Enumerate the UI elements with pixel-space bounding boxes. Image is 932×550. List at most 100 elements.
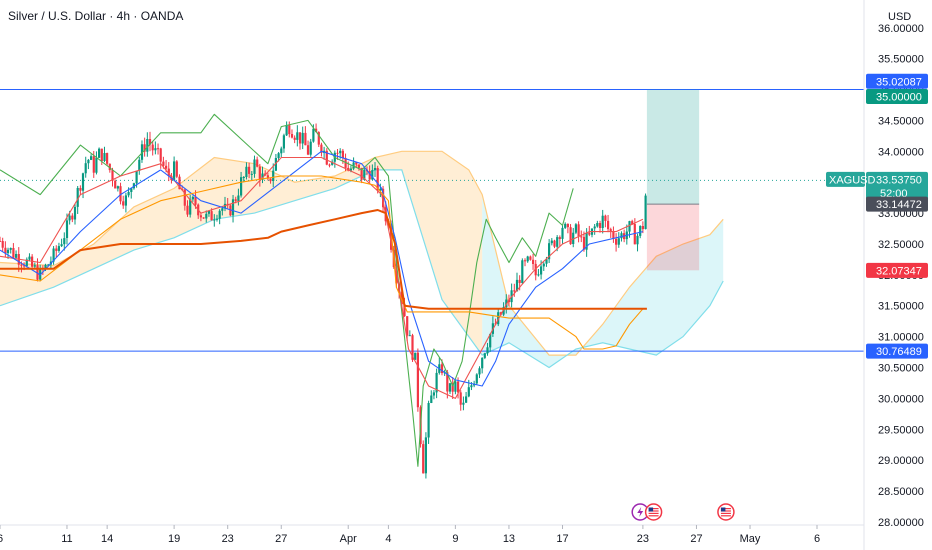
- candle-body: [111, 170, 114, 181]
- candle-body: [545, 259, 548, 264]
- candle-body: [416, 352, 419, 408]
- candle-body: [92, 156, 95, 173]
- candle-body: [336, 152, 339, 154]
- candle-body: [199, 215, 202, 218]
- candle-body: [207, 211, 210, 214]
- candle-body: [312, 128, 315, 142]
- candle-body: [569, 227, 572, 245]
- candle-body: [6, 249, 10, 254]
- price-tag: [866, 89, 928, 105]
- candle-body: [470, 385, 473, 388]
- candle-body: [143, 144, 146, 152]
- candle-body: [497, 312, 500, 325]
- candle-body: [81, 173, 85, 191]
- candle-body: [39, 268, 42, 280]
- candle-body: [400, 291, 403, 305]
- candle-body: [601, 215, 604, 228]
- candle-body: [636, 235, 639, 245]
- candle-body: [612, 231, 615, 239]
- us-flag-icon[interactable]: [717, 503, 735, 521]
- candle-body: [352, 162, 355, 169]
- x-tick-label: 19: [168, 533, 180, 545]
- candle-body: [422, 444, 425, 474]
- candle-body: [65, 220, 69, 238]
- candle-body: [542, 263, 545, 267]
- candle-body: [526, 256, 529, 262]
- candle-body: [250, 173, 253, 175]
- candle-body: [548, 243, 551, 260]
- indicator-line-5: [0, 209, 647, 310]
- candle-body: [317, 132, 320, 145]
- candle-body: [186, 205, 189, 215]
- candle-body: [582, 236, 586, 250]
- candle-body: [183, 189, 186, 206]
- candle-body: [242, 177, 245, 178]
- candle-body: [293, 137, 296, 140]
- candle-body: [213, 219, 216, 221]
- candle-body: [298, 132, 302, 144]
- indicator-line-1: [0, 113, 574, 467]
- candle-body: [215, 218, 219, 220]
- us-flag-icon[interactable]: [644, 503, 663, 521]
- candle-body: [607, 220, 610, 230]
- candle-body: [540, 266, 543, 275]
- candle-body: [403, 304, 406, 317]
- candle-body: [615, 238, 618, 245]
- candle-body: [459, 392, 462, 405]
- candle-body: [566, 223, 569, 228]
- candle-body: [122, 201, 125, 206]
- y-tick-label: 34.50000: [878, 115, 924, 127]
- candle-body: [237, 195, 240, 201]
- candle-body: [475, 374, 478, 384]
- candle-body: [505, 299, 508, 308]
- indicator-line-3: [0, 150, 644, 387]
- candle-body: [71, 215, 74, 220]
- lightning-icon[interactable]: [631, 503, 649, 521]
- x-tick-label: 23: [222, 533, 234, 545]
- candle-body: [376, 168, 379, 191]
- x-tick-label: 23: [637, 533, 649, 545]
- candle-body: [146, 139, 149, 152]
- candle-body: [523, 260, 527, 262]
- candle-body: [465, 396, 468, 403]
- candle-body: [628, 221, 631, 232]
- position-loss-zone[interactable]: [646, 204, 700, 271]
- candle-body: [33, 265, 36, 267]
- candle-body: [451, 383, 454, 392]
- x-tick-label: 11: [61, 533, 72, 545]
- candle-body: [258, 166, 261, 180]
- candle-body: [357, 164, 360, 168]
- candle-body: [306, 145, 310, 155]
- price-tag-value: 33.53750: [876, 174, 922, 186]
- candle-body: [210, 211, 213, 221]
- candle-body: [406, 316, 409, 336]
- candle-body: [162, 161, 165, 166]
- candle-body: [580, 236, 583, 238]
- candle-body: [513, 290, 516, 292]
- candle-body: [90, 156, 93, 160]
- candle-body: [368, 171, 371, 180]
- candle-body: [373, 168, 377, 171]
- candle-body: [588, 232, 591, 235]
- candle-body: [0, 240, 2, 242]
- candle-body: [106, 153, 109, 164]
- candle-body: [593, 226, 596, 229]
- y-tick-label: 30.00000: [878, 393, 924, 405]
- candle-body: [1, 241, 4, 248]
- x-tick-label: 14: [101, 533, 113, 545]
- candle-body: [194, 196, 197, 205]
- y-tick-label: 34.00000: [878, 146, 924, 158]
- candle-body: [440, 364, 444, 374]
- candle-body: [28, 256, 31, 260]
- candle-body: [36, 265, 39, 280]
- candle-body: [457, 381, 460, 393]
- candle-body: [379, 188, 382, 191]
- position-profit-zone[interactable]: [646, 89, 700, 205]
- candle-body: [360, 167, 363, 180]
- candle-body: [12, 248, 15, 258]
- candle-body: [100, 148, 103, 161]
- candle-body: [481, 357, 484, 369]
- x-tick-label: 17: [556, 533, 568, 545]
- candle-body: [347, 167, 350, 171]
